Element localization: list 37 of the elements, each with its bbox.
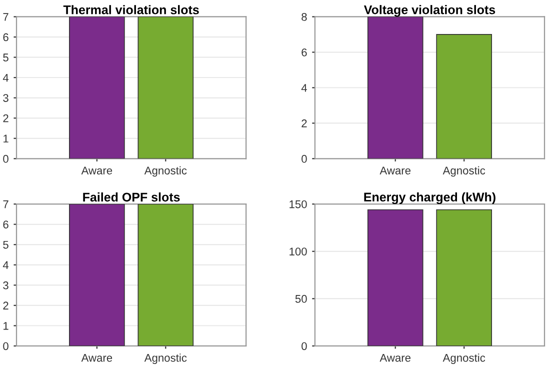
- y-tick-label: 7: [3, 13, 8, 21]
- chart-title: Voltage violation slots: [364, 5, 496, 17]
- x-tick-label: Aware: [81, 354, 112, 362]
- x-tick-label: Agnostic: [442, 354, 486, 364]
- y-tick-label: 7: [3, 200, 8, 208]
- x-tick-label: Agnostic: [144, 354, 187, 364]
- y-tick-label: 50: [295, 294, 307, 303]
- chart-title: Thermal violation slots: [63, 5, 199, 14]
- y-tick-label: 100: [290, 248, 307, 256]
- y-tick-label: 6: [302, 48, 307, 56]
- y-tick-label: 3: [3, 94, 8, 102]
- y-tick-label: 6: [3, 220, 8, 228]
- x-tick-label: Aware: [380, 166, 411, 174]
- x-tick-label: Agnostic: [442, 166, 486, 177]
- y-tick-label: 2: [302, 119, 307, 128]
- x-tick-label: Aware: [81, 166, 112, 174]
- y-tick-label: 4: [301, 84, 307, 92]
- y-tick-label: 0: [302, 342, 307, 350]
- y-tick-label: 5: [3, 54, 8, 62]
- x-tick-label: Agnostic: [144, 166, 187, 177]
- y-tick-label: 150: [290, 200, 307, 208]
- y-tick-label: 5: [3, 240, 8, 249]
- y-tick-label: 4: [2, 74, 9, 82]
- y-tick-label: 0: [3, 154, 8, 163]
- y-tick-label: 1: [4, 134, 8, 142]
- y-tick-label: 2: [3, 114, 8, 122]
- chart-title: Energy charged (kWh): [364, 192, 496, 204]
- y-tick-label: 4: [2, 261, 9, 269]
- y-tick-label: 0: [302, 154, 307, 163]
- y-tick-label: 0: [3, 342, 8, 350]
- x-tick-label: Aware: [380, 354, 411, 362]
- y-tick-label: 8: [302, 13, 307, 21]
- y-tick-label: 6: [3, 33, 8, 42]
- chart-title: Failed OPF slots: [83, 192, 180, 202]
- y-tick-label: 3: [3, 281, 8, 290]
- y-tick-label: 2: [3, 302, 8, 310]
- y-tick-label: 1: [4, 322, 8, 330]
